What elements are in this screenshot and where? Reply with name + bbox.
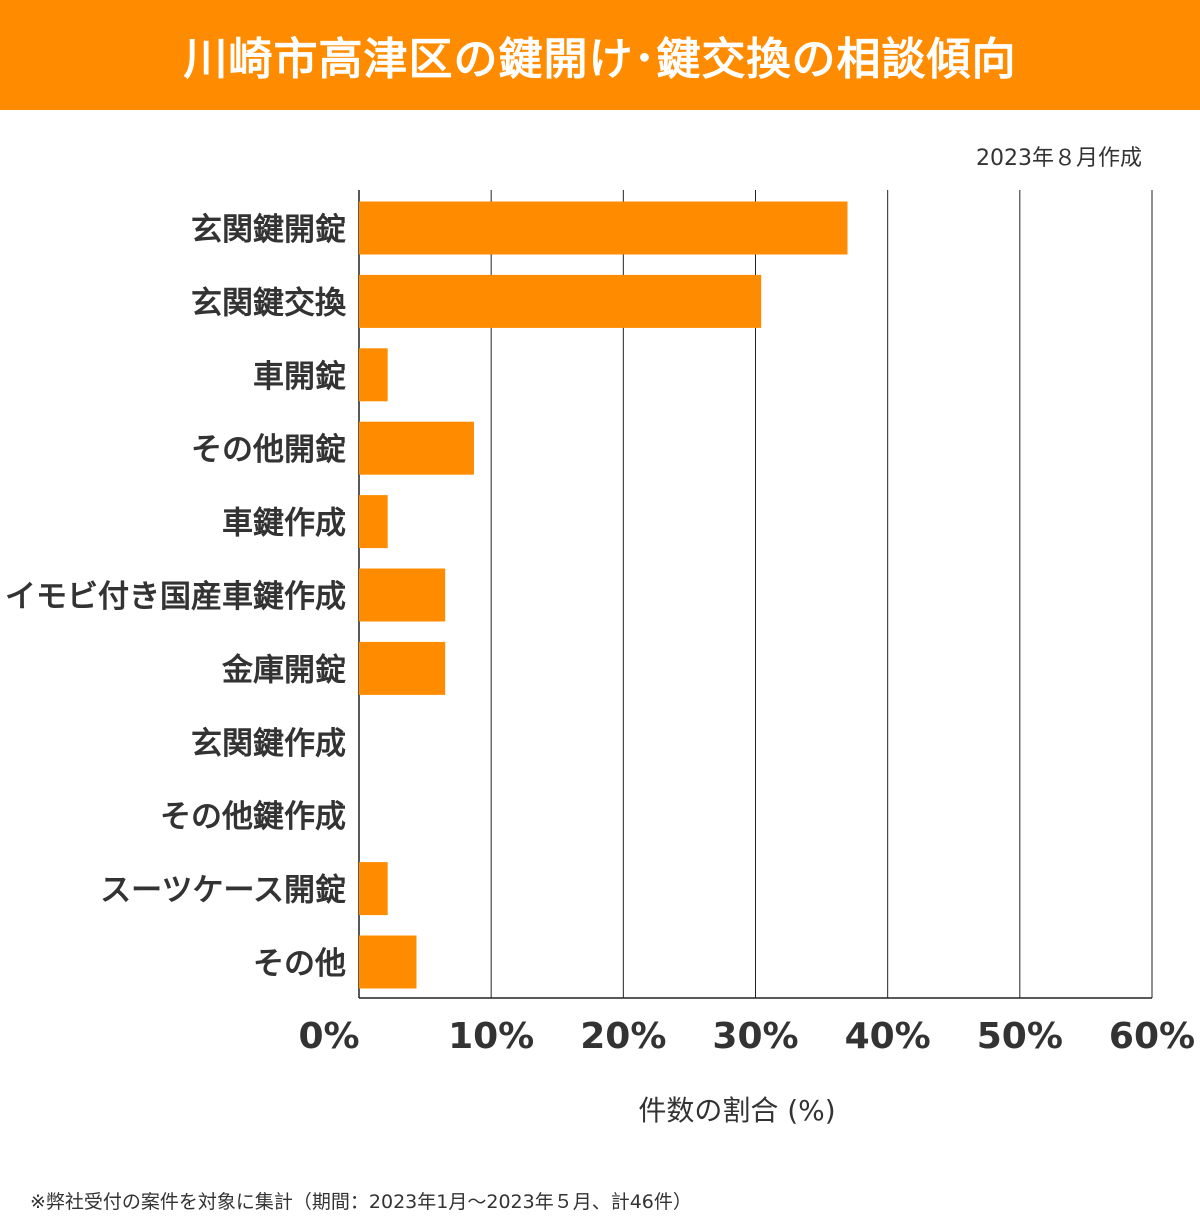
bar bbox=[359, 348, 388, 402]
title-banner: 川崎市高津区の鍵開け･鍵交換の相談傾向 bbox=[0, 0, 1200, 110]
x-tick-label: 60% bbox=[1109, 1016, 1195, 1057]
category-label: イモビ付き国産車鍵作成 bbox=[5, 579, 346, 615]
category-label: 玄関鍵交換 bbox=[191, 285, 347, 321]
bar bbox=[359, 935, 417, 989]
x-tick-label: 30% bbox=[712, 1016, 798, 1057]
category-label: その他開錠 bbox=[191, 432, 346, 468]
bar bbox=[359, 201, 848, 255]
category-label: 玄関鍵作成 bbox=[191, 726, 346, 762]
bar bbox=[359, 568, 446, 622]
x-tick-label: 40% bbox=[845, 1016, 931, 1057]
x-tick-label: 50% bbox=[977, 1016, 1063, 1057]
bar bbox=[359, 862, 388, 916]
bar bbox=[359, 421, 474, 475]
bar bbox=[359, 641, 446, 695]
category-label: その他鍵作成 bbox=[160, 799, 346, 835]
x-tick-label: 0% bbox=[298, 1016, 359, 1057]
bar bbox=[359, 274, 762, 328]
bar bbox=[359, 495, 388, 549]
category-label: 金庫開錠 bbox=[221, 652, 346, 688]
x-tick-label: 20% bbox=[580, 1016, 666, 1057]
category-label: 車開錠 bbox=[253, 359, 346, 395]
footnote: ※弊社受付の案件を対象に集計（期間：2023年1月～2023年５月、計46件） bbox=[30, 1191, 692, 1213]
category-label: 玄関鍵開錠 bbox=[191, 212, 346, 248]
x-axis-label: 件数の割合 (%) bbox=[638, 1094, 835, 1127]
x-tick-label: 10% bbox=[448, 1016, 534, 1057]
category-label: 車鍵作成 bbox=[222, 506, 346, 542]
category-label: その他 bbox=[253, 946, 346, 982]
category-label: スーツケース開錠 bbox=[100, 873, 346, 909]
date-note: 2023年８月作成 bbox=[976, 146, 1142, 171]
chart-title: 川崎市高津区の鍵開け･鍵交換の相談傾向 bbox=[183, 34, 1017, 85]
